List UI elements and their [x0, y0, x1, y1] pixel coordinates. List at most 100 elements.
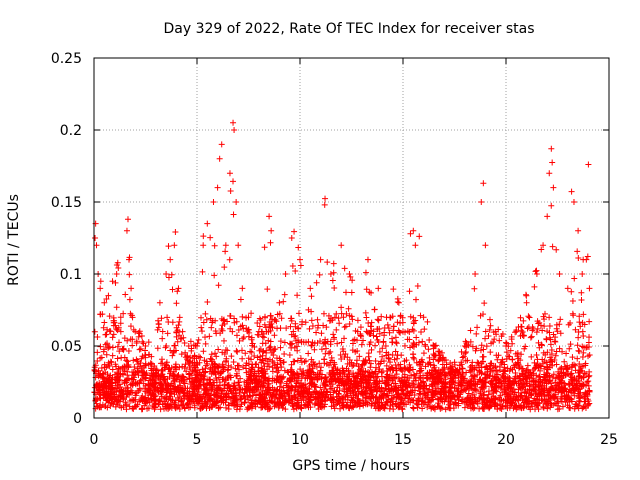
data-point [219, 387, 226, 394]
chart-title: Day 329 of 2022, Rate Of TEC Index for r… [163, 21, 534, 37]
data-point [555, 374, 562, 381]
data-point [298, 338, 305, 345]
data-point [374, 336, 381, 343]
data-point [128, 285, 135, 292]
data-point [382, 400, 389, 407]
data-point [462, 357, 469, 364]
x-tick-label: 10 [291, 432, 309, 448]
data-point [576, 360, 583, 367]
data-point [115, 339, 122, 346]
data-point [580, 374, 587, 381]
data-point [546, 364, 553, 371]
data-point [269, 368, 276, 375]
data-point [129, 382, 136, 389]
data-point [326, 317, 333, 324]
data-point [524, 366, 531, 373]
data-point [291, 228, 298, 235]
data-point [342, 323, 349, 330]
data-point [576, 313, 583, 320]
data-point [480, 311, 487, 318]
data-point [316, 271, 323, 278]
data-point [163, 343, 170, 350]
data-point [346, 271, 353, 277]
data-point [584, 402, 591, 409]
data-point [335, 391, 342, 398]
data-point [556, 321, 563, 328]
data-point [582, 371, 589, 378]
data-point [356, 398, 363, 405]
data-point [187, 354, 194, 361]
data-point [237, 296, 244, 303]
data-point [163, 271, 170, 277]
data-point [215, 346, 222, 353]
data-point [443, 361, 450, 368]
data-point [376, 330, 383, 337]
data-point [274, 387, 281, 394]
data-point [540, 313, 547, 320]
data-point [534, 325, 541, 332]
data-point [556, 380, 563, 387]
data-point [268, 320, 275, 327]
data-point [310, 362, 317, 369]
data-point [227, 187, 234, 194]
data-point [577, 368, 584, 375]
data-point [385, 377, 392, 384]
data-point [171, 342, 178, 349]
data-point [277, 338, 284, 345]
data-point [358, 333, 365, 340]
data-point [459, 354, 466, 361]
data-point [198, 372, 205, 379]
data-point [249, 340, 256, 347]
data-point [521, 345, 528, 352]
data-point [515, 380, 522, 387]
data-point [259, 391, 266, 398]
data-point [515, 365, 522, 372]
data-point [556, 373, 563, 380]
data-point [568, 370, 575, 377]
data-point [95, 368, 102, 375]
data-point [261, 313, 268, 320]
data-point [372, 357, 379, 364]
data-point [127, 323, 134, 330]
data-point [376, 348, 383, 355]
data-point [320, 340, 327, 347]
data-point [470, 399, 477, 406]
data-point [553, 348, 560, 355]
data-point [317, 384, 324, 391]
data-point [576, 373, 583, 380]
data-point [308, 342, 315, 349]
data-point [422, 343, 429, 350]
data-point [556, 345, 563, 352]
data-point [544, 213, 551, 220]
data-point [108, 376, 115, 383]
data-point [392, 380, 399, 387]
data-point [236, 337, 243, 344]
data-point [340, 386, 347, 393]
data-point [375, 285, 382, 292]
data-point [256, 323, 263, 330]
data-point [399, 396, 406, 403]
data-point [559, 348, 566, 355]
data-point [128, 312, 135, 319]
data-point [541, 398, 548, 405]
data-point [426, 386, 433, 393]
data-point [368, 289, 375, 296]
data-point [496, 394, 503, 401]
data-point [412, 296, 419, 303]
data-point [170, 349, 177, 356]
data-point [446, 405, 453, 412]
data-point [243, 325, 250, 332]
data-point [297, 256, 303, 263]
data-point [349, 363, 356, 370]
data-point [331, 336, 338, 343]
data-point [383, 367, 390, 374]
data-point [176, 405, 183, 412]
data-point [300, 367, 307, 374]
data-point [181, 365, 188, 372]
data-point [247, 402, 254, 409]
data-point [358, 383, 365, 390]
data-point [574, 355, 581, 362]
data-point [299, 318, 306, 325]
data-point [399, 319, 406, 326]
data-point [349, 277, 356, 284]
